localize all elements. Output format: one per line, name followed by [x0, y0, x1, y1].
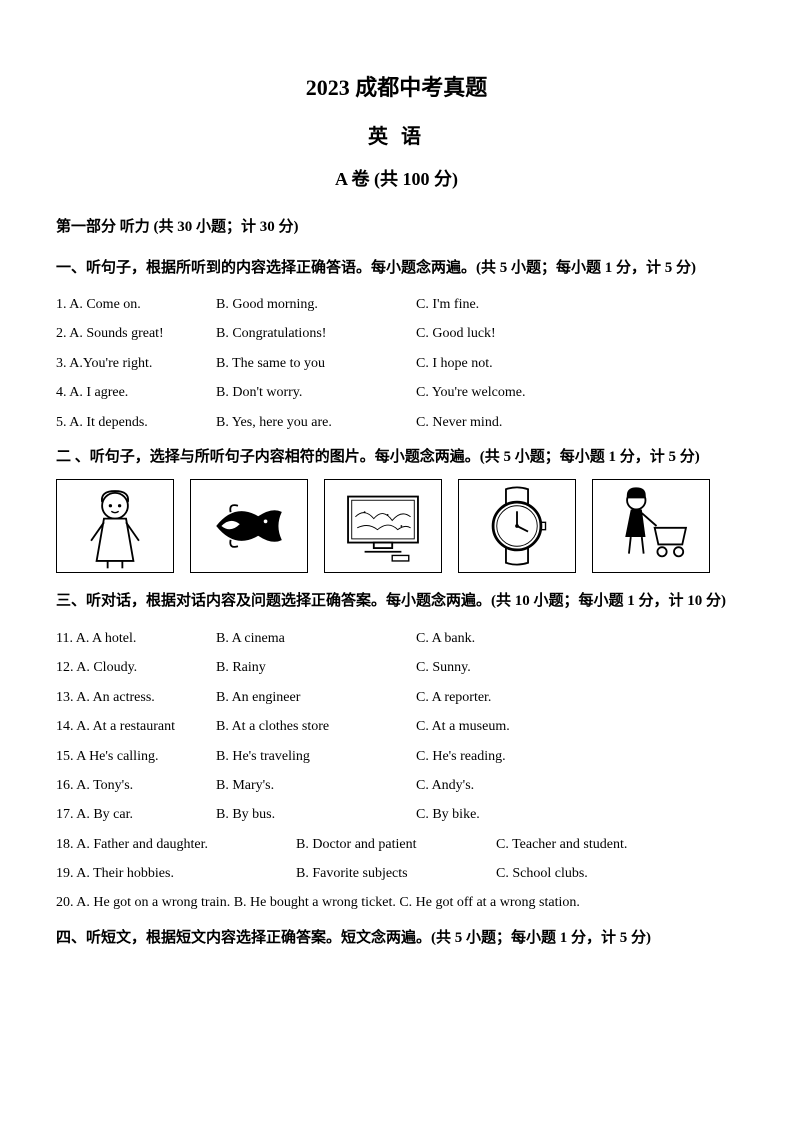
list-item: 17. A. By car. B. By bus. C. By bike.: [56, 800, 737, 829]
opt-a: 18. A. Father and daughter.: [56, 830, 296, 859]
title-main: 2023 成都中考真题: [56, 70, 737, 102]
title-subject: 英 语: [56, 120, 737, 149]
opt-b: B. The same to you: [216, 349, 416, 378]
opt-a: 16. A. Tony's.: [56, 771, 216, 800]
opt-a: 19. A. Their hobbies.: [56, 859, 296, 888]
image-options-row: [56, 479, 737, 573]
opt-a: 17. A. By car.: [56, 800, 216, 829]
opt-c: C. I hope not.: [416, 349, 737, 378]
list-item: 5. A. It depends. B. Yes, here you are. …: [56, 408, 737, 437]
list-item: 18. A. Father and daughter. B. Doctor an…: [56, 830, 737, 859]
option-image-watch: [458, 479, 576, 573]
option-image-tv: [324, 479, 442, 573]
opt-a: 3. A.You're right.: [56, 349, 216, 378]
list-item: 15. A He's calling. B. He's traveling C.…: [56, 742, 737, 771]
opt-c: C. Andy's.: [416, 771, 737, 800]
opt-b: B. Rainy: [216, 653, 416, 682]
opt-a: 1. A. Come on.: [56, 290, 216, 319]
list-item: 19. A. Their hobbies. B. Favorite subjec…: [56, 859, 737, 888]
opt-c: C. You're welcome.: [416, 378, 737, 407]
list-item: 13. A. An actress. B. An engineer C. A r…: [56, 683, 737, 712]
list-item: 1. A. Come on. B. Good morning. C. I'm f…: [56, 290, 737, 319]
opt-c: C. Teacher and student.: [496, 830, 737, 859]
opt-b: B. Favorite subjects: [296, 859, 496, 888]
opt-c: C. Good luck!: [416, 319, 737, 348]
list-item: 16. A. Tony's. B. Mary's. C. Andy's.: [56, 771, 737, 800]
opt-b: B. An engineer: [216, 683, 416, 712]
girl-icon: [57, 480, 173, 572]
option-image-girl-cart: [592, 479, 710, 573]
list-item: 14. A. At a restaurant B. At a clothes s…: [56, 712, 737, 741]
opt-b: B. A cinema: [216, 624, 416, 653]
section3-instruction: 三、听对话，根据对话内容及问题选择正确答案。每小题念两遍。(共 10 小题；每小…: [56, 587, 737, 616]
list-item: 20. A. He got on a wrong train. B. He bo…: [56, 888, 737, 917]
list-item: 11. A. A hotel. B. A cinema C. A bank.: [56, 624, 737, 653]
opt-b: B. Doctor and patient: [296, 830, 496, 859]
opt-c: C. Sunny.: [416, 653, 737, 682]
tv-map-icon: [325, 480, 441, 572]
opt-c: C. He's reading.: [416, 742, 737, 771]
opt-a: 12. A. Cloudy.: [56, 653, 216, 682]
opt-a: 15. A He's calling.: [56, 742, 216, 771]
fish-icon: [191, 480, 307, 572]
part1-header: 第一部分 听力 (共 30 小题；计 30 分): [56, 213, 737, 242]
girl-cart-icon: [593, 480, 709, 572]
opt-b: B. At a clothes store: [216, 712, 416, 741]
opt-a: 11. A. A hotel.: [56, 624, 216, 653]
opt-a: 5. A. It depends.: [56, 408, 216, 437]
option-image-fish: [190, 479, 308, 573]
opt-c: C. A reporter.: [416, 683, 737, 712]
title-paper: A 卷 (共 100 分): [56, 165, 737, 191]
option-image-girl: [56, 479, 174, 573]
opt-c: C. I'm fine.: [416, 290, 737, 319]
opt-a: 14. A. At a restaurant: [56, 712, 216, 741]
watch-icon: [459, 480, 575, 572]
opt-b: B. He's traveling: [216, 742, 416, 771]
opt-a: 13. A. An actress.: [56, 683, 216, 712]
opt-b: B. Mary's.: [216, 771, 416, 800]
opt-b: B. Yes, here you are.: [216, 408, 416, 437]
opt-a: 2. A. Sounds great!: [56, 319, 216, 348]
opt-b: B. Don't worry.: [216, 378, 416, 407]
exam-page: 2023 成都中考真题 英 语 A 卷 (共 100 分) 第一部分 听力 (共…: [0, 0, 793, 1122]
section2-instruction: 二 、听句子，选择与所听句子内容相符的图片。每小题念两遍。(共 5 小题；每小题…: [56, 443, 737, 472]
section1-instruction: 一、听句子，根据所听到的内容选择正确答语。每小题念两遍。(共 5 小题；每小题 …: [56, 254, 737, 283]
list-item: 2. A. Sounds great! B. Congratulations! …: [56, 319, 737, 348]
opt-c: C. At a museum.: [416, 712, 737, 741]
opt-b: B. Congratulations!: [216, 319, 416, 348]
section1-list: 1. A. Come on. B. Good morning. C. I'm f…: [56, 290, 737, 437]
section3-list: 11. A. A hotel. B. A cinema C. A bank. 1…: [56, 624, 737, 918]
opt-b: B. Good morning.: [216, 290, 416, 319]
list-item: 4. A. I agree. B. Don't worry. C. You're…: [56, 378, 737, 407]
opt-b: B. By bus.: [216, 800, 416, 829]
opt-a: 4. A. I agree.: [56, 378, 216, 407]
opt-c: C. A bank.: [416, 624, 737, 653]
list-item: 3. A.You're right. B. The same to you C.…: [56, 349, 737, 378]
list-item: 12. A. Cloudy. B. Rainy C. Sunny.: [56, 653, 737, 682]
opt-c: C. School clubs.: [496, 859, 737, 888]
opt-c: C. Never mind.: [416, 408, 737, 437]
opt-c: C. By bike.: [416, 800, 737, 829]
section4-instruction: 四、听短文，根据短文内容选择正确答案。短文念两遍。(共 5 小题；每小题 1 分…: [56, 924, 737, 953]
